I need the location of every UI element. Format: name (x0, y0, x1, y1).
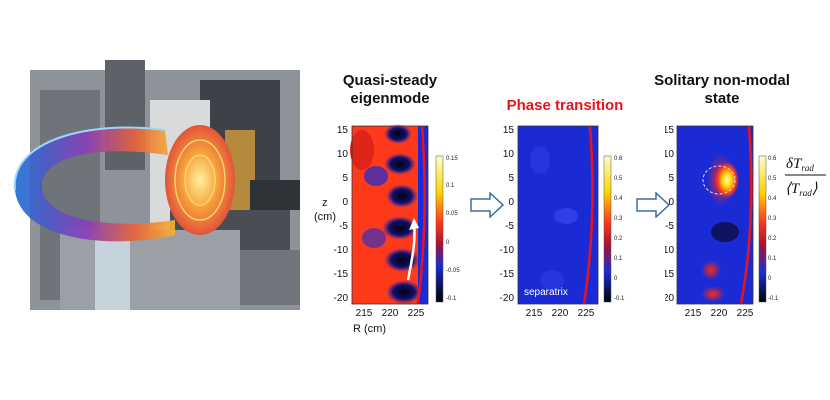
colorbar-tick: 0.6 (768, 156, 777, 162)
colorbar-tick: -0.1 (446, 296, 457, 302)
y-axis-label-line1: z (322, 197, 328, 209)
arrow-right-icon (636, 192, 670, 218)
colorbar-tick: 0.1 (446, 183, 455, 189)
y-tick: 5 (342, 173, 348, 184)
quasi-steady-title: Quasi-steady eigenmode (342, 72, 438, 107)
colorbar-tick: 0.1 (614, 256, 623, 262)
solitary-y-tick-labels: 15 10 5 0 -5 -10 -15 -20 (665, 125, 674, 304)
quasi-colorbar (435, 155, 444, 303)
colorbar-tick: 0.6 (614, 156, 623, 162)
phase-colorbar (603, 155, 612, 303)
equation-numerator: δT (786, 156, 803, 172)
x-tick: 225 (578, 308, 595, 319)
solitary-colorbar-ticks: 0.6 0.5 0.4 0.3 0.2 0.1 0 -0.1 (768, 156, 779, 302)
colorbar-tick: -0.1 (768, 296, 779, 302)
quasi-steady-plot: 15 10 5 0 -5 -10 -15 -20 215 220 225 0.1… (334, 124, 460, 319)
x-tick: 220 (382, 308, 399, 319)
y-tick: 0 (668, 197, 674, 208)
colorbar-tick: 0.5 (614, 176, 623, 182)
colorbar-tick: 0.4 (614, 196, 623, 202)
x-tick: 215 (526, 308, 543, 319)
phase-transition-title: Phase transition (506, 97, 624, 114)
x-tick: 225 (408, 308, 425, 319)
colorbar-tick: 0.4 (768, 196, 777, 202)
y-tick: 5 (668, 173, 674, 184)
y-tick: 10 (503, 149, 515, 160)
colorbar-tick: 0 (614, 276, 618, 282)
y-tick: 15 (503, 125, 515, 136)
y-tick: -10 (500, 245, 514, 256)
quasi-colorbar-ticks: 0.15 0.1 0.05 0 -0.05 -0.1 (446, 156, 460, 302)
y-tick: -5 (665, 221, 674, 232)
colorbar-tick: 0.5 (768, 176, 777, 182)
fluctuation-equation: δTrad ⟨Trad⟩ (785, 156, 826, 198)
solitary-state-title: Solitary non-modal state (654, 72, 790, 107)
x-tick: 215 (685, 308, 702, 319)
equation-numerator-sub: rad (801, 163, 814, 173)
solitary-x-tick-labels: 215 220 225 (685, 308, 754, 319)
colorbar-tick: -0.1 (614, 296, 625, 302)
y-tick: -20 (334, 293, 349, 304)
svg-text:⟨Trad⟩: ⟨Trad⟩ (785, 181, 818, 198)
colorbar-tick: 0.3 (768, 216, 777, 222)
y-tick: 15 (337, 125, 349, 136)
x-tick: 215 (356, 308, 373, 319)
quasi-y-tick-labels: 15 10 5 0 -5 -10 -15 -20 (334, 125, 349, 304)
y-tick: -5 (339, 221, 348, 232)
equation-denominator-close: ⟩ (812, 181, 818, 197)
phase-x-tick-labels: 215 220 225 (526, 308, 595, 319)
y-tick: -5 (505, 221, 514, 232)
tokamak-illustration (13, 60, 300, 310)
y-tick: 10 (337, 149, 349, 160)
y-tick: -15 (665, 269, 674, 280)
phase-colorbar-ticks: 0.6 0.5 0.4 0.3 0.2 0.1 0 -0.1 (614, 156, 625, 302)
y-tick: -20 (500, 293, 514, 304)
y-axis-label-line2: (cm) (314, 211, 336, 223)
colorbar-tick: 0.2 (614, 236, 623, 242)
y-tick: -10 (665, 245, 674, 256)
y-tick: 5 (508, 173, 514, 184)
colorbar-tick: 0.05 (446, 211, 458, 217)
colorbar-tick: 0.1 (768, 256, 777, 262)
y-tick: 15 (665, 125, 674, 136)
separatrix-label: separatrix (524, 287, 568, 298)
x-axis-label: R (cm) (353, 323, 386, 335)
y-tick: -15 (334, 269, 349, 280)
y-tick: 0 (508, 197, 514, 208)
solitary-state-plot: 15 10 5 0 -5 -10 -15 -20 215 220 225 0.6… (665, 125, 779, 319)
phase-y-tick-labels: 15 10 5 0 -5 -10 -15 -20 (500, 125, 514, 304)
colorbar-tick: 0.15 (446, 156, 458, 162)
x-tick: 220 (552, 308, 569, 319)
y-tick: -20 (665, 293, 674, 304)
arrow-right-icon (470, 192, 504, 218)
equation-denominator-sub: rad (799, 188, 812, 198)
y-tick: 10 (665, 149, 674, 160)
colorbar-tick: -0.05 (446, 268, 460, 274)
colorbar-tick: 0.2 (768, 236, 777, 242)
x-tick: 225 (737, 308, 754, 319)
equation-denominator: ⟨T (785, 181, 801, 197)
phase-transition-plot: separatrix 15 10 5 0 -5 -10 -15 -20 215 … (500, 125, 625, 319)
colorbar-tick: 0 (768, 276, 772, 282)
y-tick: 0 (342, 197, 348, 208)
quasi-x-tick-labels: 215 220 225 (356, 308, 425, 319)
colorbar-tick: 0.3 (614, 216, 623, 222)
x-tick: 220 (711, 308, 728, 319)
y-tick: -10 (334, 245, 349, 256)
colorbar-tick: 0 (446, 240, 450, 246)
y-tick: -15 (500, 269, 514, 280)
solitary-colorbar (758, 155, 767, 303)
svg-text:δTrad: δTrad (786, 156, 814, 173)
